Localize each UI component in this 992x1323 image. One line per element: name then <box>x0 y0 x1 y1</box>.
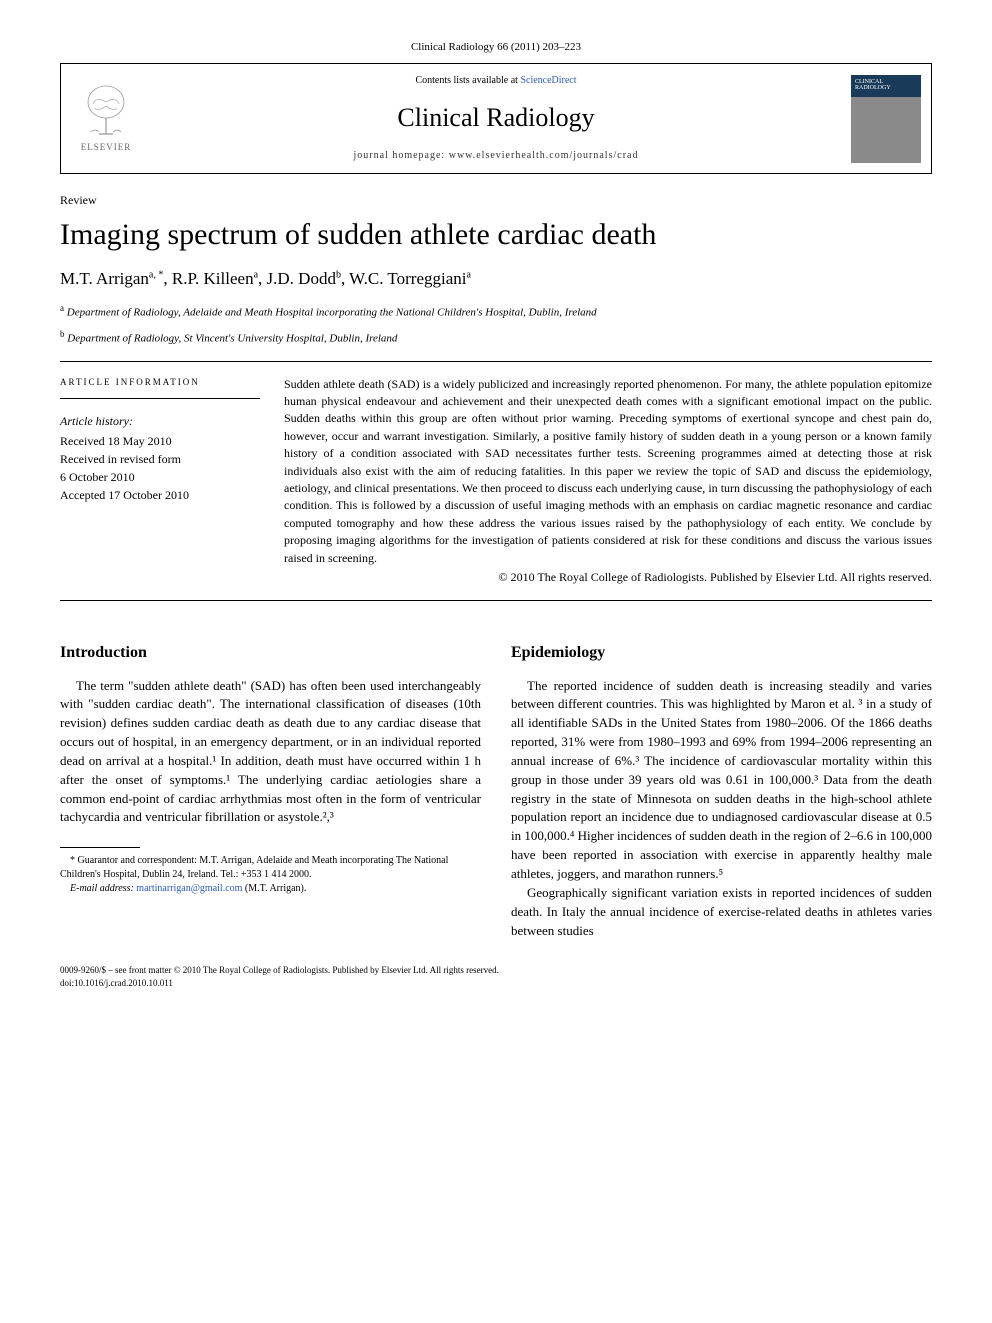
email-link[interactable]: martinarrigan@gmail.com <box>136 883 242 894</box>
footer-line-1: 0009-9260/$ – see front matter © 2010 Th… <box>60 964 932 977</box>
journal-citation: Clinical Radiology 66 (2011) 203–223 <box>60 40 932 55</box>
footer-line-2: doi:10.1016/j.crad.2010.10.011 <box>60 977 932 990</box>
author-4: W.C. Torreggiani <box>349 269 466 288</box>
homepage-url[interactable]: www.elsevierhealth.com/journals/crad <box>449 150 639 161</box>
footer: 0009-9260/$ – see front matter © 2010 Th… <box>60 964 932 989</box>
homepage-prefix: journal homepage: <box>354 150 449 161</box>
info-abstract-row: ARTICLE INFORMATION Article history: Rec… <box>60 376 932 587</box>
author-4-sup: a <box>466 269 470 280</box>
author-2: R.P. Killeen <box>172 269 254 288</box>
intro-heading: Introduction <box>60 641 481 664</box>
author-2-sup: a <box>254 269 258 280</box>
journal-cover-cell: CLINICAL RADIOLOGY <box>841 64 931 172</box>
abstract-text: Sudden athlete death (SAD) is a widely p… <box>284 377 932 565</box>
footnote-email: E-mail address: martinarrigan@gmail.com … <box>60 882 481 896</box>
page-container: Clinical Radiology 66 (2011) 203–223 ELS… <box>0 0 992 1020</box>
footnote-guarantor: * Guarantor and correspondent: M.T. Arri… <box>60 854 481 882</box>
abstract-block: Sudden athlete death (SAD) is a widely p… <box>284 376 932 587</box>
sciencedirect-link[interactable]: ScienceDirect <box>520 75 576 86</box>
affiliation-b: b Department of Radiology, St Vincent's … <box>60 328 932 347</box>
elsevier-tree-icon <box>81 84 131 139</box>
journal-cover-thumbnail: CLINICAL RADIOLOGY <box>851 75 921 163</box>
cover-text: CLINICAL RADIOLOGY <box>855 79 891 92</box>
body-columns: Introduction The term "sudden athlete de… <box>60 641 932 940</box>
journal-header-box: ELSEVIER Contents lists available at Sci… <box>60 63 932 173</box>
affil-b-sup: b <box>60 329 65 339</box>
affil-a-sup: a <box>60 303 64 313</box>
copyright-line: © 2010 The Royal College of Radiologists… <box>284 569 932 586</box>
history-label: Article history: <box>60 413 260 430</box>
author-1: M.T. Arrigan <box>60 269 149 288</box>
header-center: Contents lists available at ScienceDirec… <box>151 64 841 172</box>
contents-prefix: Contents lists available at <box>415 75 520 86</box>
email-label: E-mail address: <box>70 883 136 894</box>
affiliation-a: a Department of Radiology, Adelaide and … <box>60 302 932 321</box>
divider-bottom <box>60 600 932 601</box>
contents-line: Contents lists available at ScienceDirec… <box>159 74 833 88</box>
author-3: J.D. Dodd <box>267 269 336 288</box>
author-1-sup: a, * <box>149 269 163 280</box>
epi-paragraph-2: Geographically significant variation exi… <box>511 884 932 941</box>
publisher-name: ELSEVIER <box>81 141 132 154</box>
homepage-line: journal homepage: www.elsevierhealth.com… <box>159 149 833 163</box>
author-3-sup: b <box>336 269 341 280</box>
email-suffix: (M.T. Arrigan). <box>242 883 306 894</box>
received-line: Received 18 May 2010 <box>60 432 260 450</box>
cover-line2: RADIOLOGY <box>855 85 891 91</box>
column-left: Introduction The term "sudden athlete de… <box>60 641 481 940</box>
journal-name: Clinical Radiology <box>159 100 833 136</box>
affil-b-text: Department of Radiology, St Vincent's Un… <box>67 332 397 344</box>
column-right: Epidemiology The reported incidence of s… <box>511 641 932 940</box>
article-title: Imaging spectrum of sudden athlete cardi… <box>60 217 932 253</box>
article-info-heading: ARTICLE INFORMATION <box>60 376 260 389</box>
affil-a-text: Department of Radiology, Adelaide and Me… <box>67 307 597 319</box>
authors-line: M.T. Arrigana, *, R.P. Killeena, J.D. Do… <box>60 267 932 291</box>
epi-heading: Epidemiology <box>511 641 932 664</box>
epi-paragraph-1: The reported incidence of sudden death i… <box>511 677 932 884</box>
article-info-block: ARTICLE INFORMATION Article history: Rec… <box>60 376 260 587</box>
revised-date: 6 October 2010 <box>60 468 260 486</box>
accepted-line: Accepted 17 October 2010 <box>60 486 260 504</box>
article-type: Review <box>60 192 932 209</box>
divider-info <box>60 398 260 399</box>
footnote-divider <box>60 847 140 848</box>
revised-label: Received in revised form <box>60 450 260 468</box>
intro-paragraph-1: The term "sudden athlete death" (SAD) ha… <box>60 677 481 828</box>
divider-top <box>60 361 932 362</box>
cover-line1: CLINICAL <box>855 79 883 85</box>
publisher-logo-cell: ELSEVIER <box>61 64 151 172</box>
